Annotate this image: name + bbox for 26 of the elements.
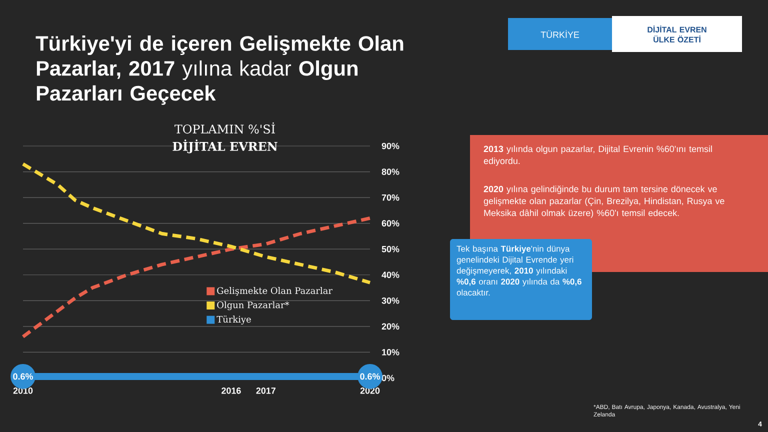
y-tick-label: 50% bbox=[382, 246, 400, 252]
text: Tek başına Türkiye'nin dünya genelindeki Dijital Evrende yeri değişmeyerek, 2010 yılındaki %0,6 oranı 2020 yılında da %0,6 olacaktır. bbox=[456, 246, 582, 296]
y-tick-label: 30% bbox=[382, 297, 400, 304]
data-label: 0.6% bbox=[360, 373, 380, 380]
text: 2020 yılına gelindiğinde bu durum tam tersine dönecek ve gelişmekte olan pazarlar (Çin, Brezilya, Hindistan, Rusya ve Meksika dâhil olmak üzere) %60'ı temsil edecek. bbox=[484, 186, 724, 218]
chart-subtitle: TOPLAMIN %'Sİ bbox=[174, 122, 275, 134]
legend-label: Olgun Pazarlar* bbox=[217, 301, 290, 310]
x-tick-label: 2017 bbox=[256, 388, 276, 394]
chart-title: Türkiye'yi de içeren Gelişmekte Olan Pazarlar, 2017 yılına kadar Olgun Pazarları Geçecek bbox=[36, 36, 404, 105]
y-tick-label: 60% bbox=[382, 220, 400, 227]
y-tick-label: 90% bbox=[382, 142, 400, 150]
text: 2013 yılında olgun pazarlar, Dijital Evrenin %60'ını temsil ediyordu. bbox=[484, 146, 712, 166]
y-tick-label: 80% bbox=[382, 168, 400, 175]
line-series bbox=[21, 162, 372, 284]
annotation: DİJİTAL EVREN bbox=[172, 140, 278, 154]
y-tick-label: 20% bbox=[382, 323, 400, 330]
y-tick-label: 0% bbox=[382, 374, 394, 382]
y-tick-label: 40% bbox=[382, 272, 400, 278]
legend-label: Türkiye bbox=[216, 316, 251, 324]
y-tick-label: 70% bbox=[382, 194, 400, 201]
x-tick-label: 2016 bbox=[222, 388, 241, 394]
y-tick-label: 10% bbox=[382, 349, 400, 356]
legend-label: Gelişmekte Olan Pazarlar bbox=[217, 287, 332, 296]
text: TÜRKİYE bbox=[540, 30, 580, 38]
line-series bbox=[21, 216, 372, 338]
data-label: 0.6% bbox=[13, 373, 33, 380]
